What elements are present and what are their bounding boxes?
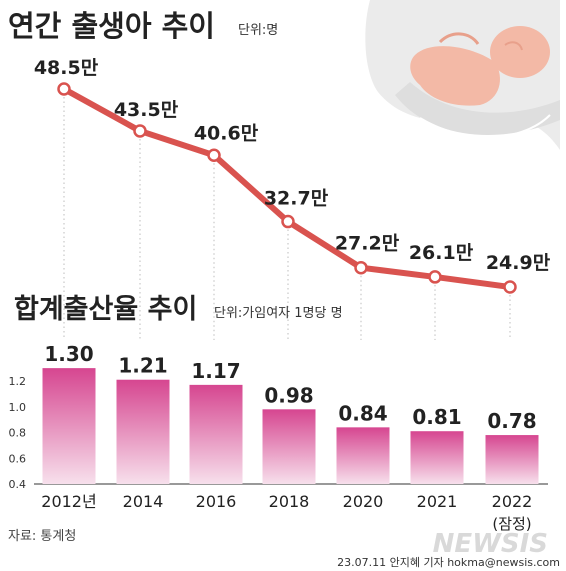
bar-ytick-label-0: 1.2 [9, 375, 27, 388]
line-data-label-2: 40.6만 [194, 122, 259, 144]
bar-value-label-1: 1.21 [118, 354, 167, 378]
bar-value-label-0: 1.30 [44, 342, 93, 366]
bar-xtick-label-2: 2016 [196, 492, 237, 511]
bar-xtick-label-6: 2022 [492, 492, 533, 511]
line-point-1 [133, 124, 147, 138]
bar-xtick-label-4: 2020 [343, 492, 384, 511]
bar-5 [410, 431, 464, 484]
line-point-4 [354, 260, 368, 275]
line-data-label-0: 48.5만 [34, 57, 99, 79]
line-data-label-4: 27.2만 [335, 233, 400, 255]
line-data-label-3: 32.7만 [264, 188, 329, 210]
bar-xtick-label-0: 2012년 [41, 492, 96, 511]
watermark-logo: NEWSIS [433, 529, 548, 559]
credit-text: 23.07.11 안지혜 기자 hokma@newsis.com [337, 556, 560, 569]
hand-outline [419, 114, 551, 139]
mother-baby-illustration [365, 0, 560, 150]
bar-xtick-label-5: 2021 [417, 492, 458, 511]
bar-ytick-label-2: 0.8 [9, 427, 27, 440]
bar-ytick-label-3: 0.6 [9, 452, 27, 465]
line-point-3 [281, 214, 295, 229]
line-data-label-1: 43.5만 [114, 99, 179, 121]
bar-chart-unit: 단위:가임여자 1명당 명 [214, 306, 343, 321]
bar-2 [189, 384, 243, 484]
bar-value-label-4: 0.84 [338, 401, 387, 425]
line-guides [63, 97, 511, 340]
bar-ytick-label-4: 0.4 [9, 478, 27, 491]
bar-value-label-2: 1.17 [191, 359, 240, 383]
bar-value-labels: 1.30 1.21 1.17 0.98 0.84 0.81 0.78 [44, 342, 536, 433]
bar-4 [336, 427, 390, 484]
line-point-6 [503, 280, 517, 294]
bar-0 [42, 368, 96, 484]
line-points [57, 82, 517, 294]
bar-x-axis: 2012년 2014 2016 2018 2020 2021 2022 (잠정) [41, 492, 532, 533]
bar-value-label-6: 0.78 [487, 409, 536, 433]
line-chart-title: 연간 출생아 추이 [8, 9, 215, 43]
bar-ytick-label-1: 1.0 [9, 401, 27, 414]
line-point-5 [428, 270, 442, 284]
bar-chart-title: 합계출산율 추이 [14, 294, 197, 325]
bar-6 [485, 435, 539, 484]
baby-figure [410, 26, 550, 106]
bar-series [42, 368, 539, 484]
bar-1 [116, 379, 170, 484]
bar-value-label-5: 0.81 [412, 405, 461, 429]
bar-xtick-note: (잠정) [492, 515, 531, 533]
line-point-2 [207, 148, 221, 163]
line-data-label-5: 26.1만 [409, 242, 474, 264]
bar-3 [262, 409, 316, 484]
bar-xtick-label-3: 2018 [269, 492, 310, 511]
source-text: 자료: 통계청 [8, 529, 76, 544]
line-point-0 [57, 82, 71, 96]
mother-arm [395, 82, 560, 135]
bar-value-label-3: 0.98 [264, 383, 313, 407]
line-labels: 48.5만 43.5만 40.6만 32.7만 27.2만 26.1만 24.9만 [34, 57, 551, 274]
line-chart-unit: 단위:명 [238, 23, 278, 38]
line-data-label-6: 24.9만 [486, 252, 551, 274]
bar-xtick-label-1: 2014 [123, 492, 164, 511]
